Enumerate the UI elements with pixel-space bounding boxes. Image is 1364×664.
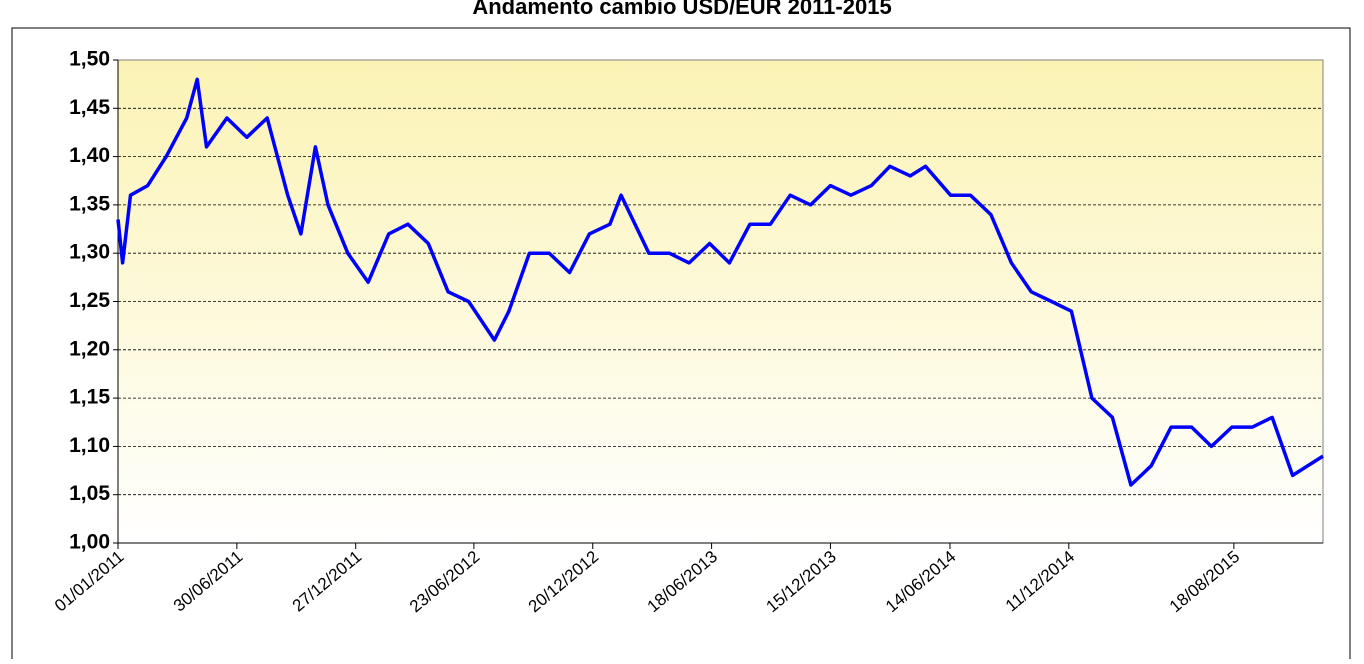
data-line	[116, 77, 1324, 487]
x-tick-label: 15/12/2013	[762, 547, 839, 616]
y-tick-label: 1,05	[69, 482, 110, 505]
y-tick-label: 1,30	[69, 241, 110, 264]
x-tick-label: 18/06/2013	[644, 547, 721, 616]
x-tick-label: 11/12/2014	[1002, 547, 1078, 615]
y-tick-label: 1,10	[69, 434, 110, 457]
x-tick-label: 01/01/2011	[51, 547, 127, 615]
chart-title: Andamento cambio USD/EUR 2011-2015	[472, 0, 891, 19]
x-tick-label: 30/06/2011	[170, 547, 246, 615]
y-tick-label: 1,25	[69, 289, 110, 312]
x-tick-label: 27/12/2011	[289, 547, 365, 615]
y-tick-label: 1,40	[69, 144, 110, 167]
y-tick-label: 1,45	[69, 96, 110, 119]
y-tick-label: 1,15	[69, 386, 110, 409]
x-tick-label: 14/06/2014	[882, 547, 959, 616]
x-tick-label: 18/08/2015	[1166, 547, 1243, 616]
x-tick-label: 20/12/2012	[525, 547, 602, 616]
y-tick-label: 1,35	[69, 192, 110, 215]
y-tick-label: 1,20	[69, 337, 110, 360]
y-tick-label: 1,00	[69, 531, 110, 554]
y-tick-label: 1,50	[69, 48, 110, 71]
chart-border	[11, 27, 1351, 664]
x-tick-label: 23/06/2012	[406, 547, 483, 616]
